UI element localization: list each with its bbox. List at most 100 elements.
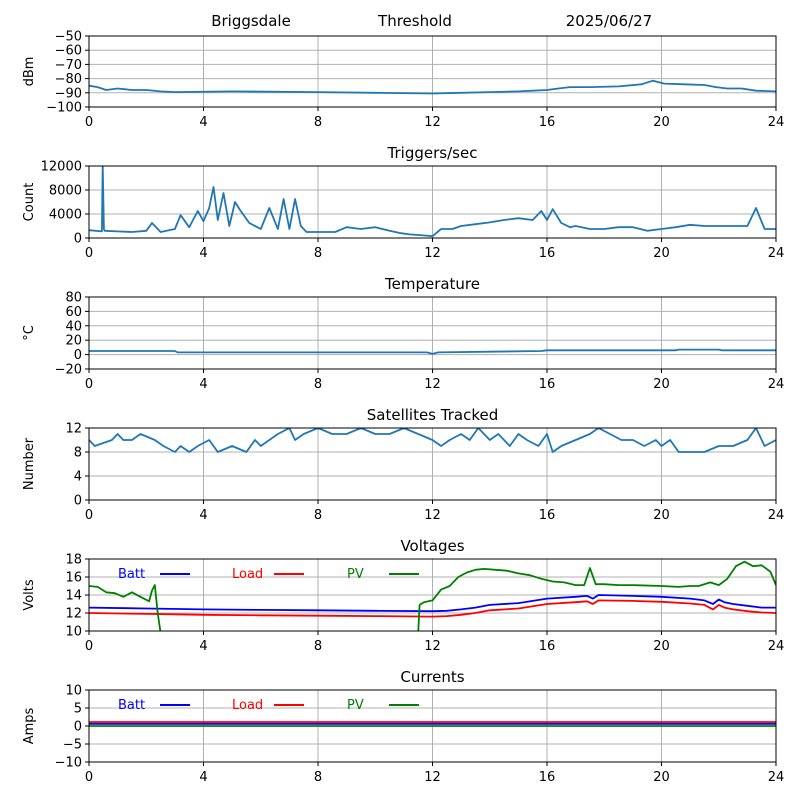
y-tick-label: 12 bbox=[65, 422, 82, 437]
panel-title: Satellites Tracked bbox=[367, 406, 498, 424]
series-line-value bbox=[89, 428, 776, 453]
x-tick-label: 16 bbox=[539, 508, 556, 523]
panel-0: 0 4 8 12 16 20 24 −100−90−80−70−60−50 dBm bbox=[22, 30, 784, 131]
y-tick-label: 80 bbox=[65, 291, 82, 306]
y-tick-label: −60 bbox=[55, 44, 82, 59]
y-tick-label: 10 bbox=[65, 684, 82, 699]
panel-3: 0 4 8 12 16 20 24 0 4 8 12 Satellites Tracked Number bbox=[22, 406, 784, 523]
legend-label-batt: Batt bbox=[118, 698, 145, 713]
y-axis-label: Count bbox=[22, 183, 37, 222]
header-station: Briggsdale bbox=[211, 12, 291, 30]
y-tick-label: −5 bbox=[63, 738, 82, 753]
x-tick-label: 24 bbox=[768, 508, 785, 523]
y-tick-label: 0 bbox=[74, 720, 82, 735]
x-tick-label: 8 bbox=[314, 115, 322, 130]
y-tick-label: −10 bbox=[55, 756, 82, 771]
series-line-value bbox=[89, 79, 776, 95]
x-tick-label: 20 bbox=[653, 246, 670, 261]
panel-title: Voltages bbox=[400, 537, 464, 555]
x-tick-label: 24 bbox=[768, 770, 785, 785]
panel-title: Temperature bbox=[384, 275, 480, 293]
x-tick-label: 20 bbox=[653, 770, 670, 785]
panel-1: 0 4 8 12 16 20 24 0 4000 8000 12000 Triggers/sec Cou… bbox=[22, 144, 784, 261]
y-tick-label: −20 bbox=[55, 363, 82, 378]
x-tick-label: 24 bbox=[768, 115, 785, 130]
legend-label-batt: Batt bbox=[118, 567, 145, 582]
x-tick-label: 4 bbox=[199, 508, 207, 523]
y-tick-label: 4000 bbox=[49, 208, 82, 223]
y-axis-label: Number bbox=[22, 437, 37, 490]
y-tick-label: 16 bbox=[65, 571, 82, 586]
panel-title: Currents bbox=[400, 668, 464, 686]
header-mode: Threshold bbox=[377, 12, 452, 30]
x-tick-label: 8 bbox=[314, 377, 322, 392]
x-tick-label: 4 bbox=[199, 639, 207, 654]
y-tick-label: 8 bbox=[74, 446, 82, 461]
legend-label-pv: PV bbox=[347, 698, 364, 713]
y-tick-label: −70 bbox=[55, 58, 82, 73]
x-tick-label: 0 bbox=[85, 377, 93, 392]
x-tick-label: 16 bbox=[539, 115, 556, 130]
x-tick-label: 12 bbox=[424, 639, 441, 654]
x-tick-label: 20 bbox=[653, 639, 670, 654]
y-axis-label: Volts bbox=[22, 579, 37, 611]
legend-label-pv: PV bbox=[347, 567, 364, 582]
x-tick-label: 12 bbox=[424, 115, 441, 130]
x-tick-label: 16 bbox=[539, 246, 556, 261]
y-tick-label: −80 bbox=[55, 72, 82, 87]
legend-label-load: Load bbox=[232, 567, 263, 582]
x-tick-label: 0 bbox=[85, 115, 93, 130]
y-axis-label: Amps bbox=[22, 707, 37, 744]
y-tick-label: 4 bbox=[74, 470, 82, 485]
x-tick-label: 4 bbox=[199, 377, 207, 392]
y-tick-label: 20 bbox=[65, 334, 82, 349]
x-tick-label: 4 bbox=[199, 115, 207, 130]
x-tick-label: 16 bbox=[539, 770, 556, 785]
y-tick-label: −90 bbox=[55, 86, 82, 101]
y-tick-label: −100 bbox=[46, 101, 82, 116]
y-tick-label: 0 bbox=[74, 232, 82, 247]
x-tick-label: 20 bbox=[653, 115, 670, 130]
x-tick-label: 20 bbox=[653, 508, 670, 523]
x-tick-label: 4 bbox=[199, 770, 207, 785]
y-tick-label: 12000 bbox=[41, 160, 82, 175]
y-tick-label: 10 bbox=[65, 625, 82, 640]
series-line-value bbox=[89, 348, 776, 355]
x-tick-label: 8 bbox=[314, 246, 322, 261]
panel-title: Triggers/sec bbox=[387, 144, 478, 162]
y-tick-label: 14 bbox=[65, 589, 82, 604]
x-tick-label: 12 bbox=[424, 246, 441, 261]
x-tick-label: 12 bbox=[424, 770, 441, 785]
x-tick-label: 20 bbox=[653, 377, 670, 392]
x-tick-label: 12 bbox=[424, 377, 441, 392]
panel-4: 0 4 8 12 16 20 24 10 12 14 16 18 Voltages Volts Batt Lo… bbox=[22, 537, 784, 654]
y-tick-label: −50 bbox=[55, 30, 82, 45]
x-tick-label: 8 bbox=[314, 508, 322, 523]
y-tick-label: 5 bbox=[74, 702, 82, 717]
x-tick-label: 0 bbox=[85, 770, 93, 785]
x-tick-label: 0 bbox=[85, 246, 93, 261]
panel-5: 0 4 8 12 16 20 24 −10 −5 0 5 10 Currents Amps Batt Load… bbox=[22, 668, 784, 785]
y-tick-label: 40 bbox=[65, 319, 82, 334]
y-tick-label: 0 bbox=[74, 494, 82, 509]
x-tick-label: 24 bbox=[768, 246, 785, 261]
series-line-value bbox=[89, 166, 776, 238]
x-tick-label: 8 bbox=[314, 639, 322, 654]
y-tick-label: 12 bbox=[65, 607, 82, 622]
y-tick-label: 18 bbox=[65, 553, 82, 568]
y-axis-label: °C bbox=[22, 325, 37, 341]
series-line-load bbox=[89, 599, 776, 618]
x-tick-label: 8 bbox=[314, 770, 322, 785]
x-tick-label: 24 bbox=[768, 377, 785, 392]
x-tick-label: 0 bbox=[85, 508, 93, 523]
x-tick-label: 4 bbox=[199, 246, 207, 261]
series-line-pv bbox=[89, 560, 776, 631]
header-date: 2025/06/27 bbox=[566, 12, 652, 30]
y-tick-label: 0 bbox=[74, 348, 82, 363]
x-tick-label: 16 bbox=[539, 639, 556, 654]
x-tick-label: 16 bbox=[539, 377, 556, 392]
x-tick-label: 0 bbox=[85, 639, 93, 654]
series-line-batt bbox=[89, 594, 776, 613]
